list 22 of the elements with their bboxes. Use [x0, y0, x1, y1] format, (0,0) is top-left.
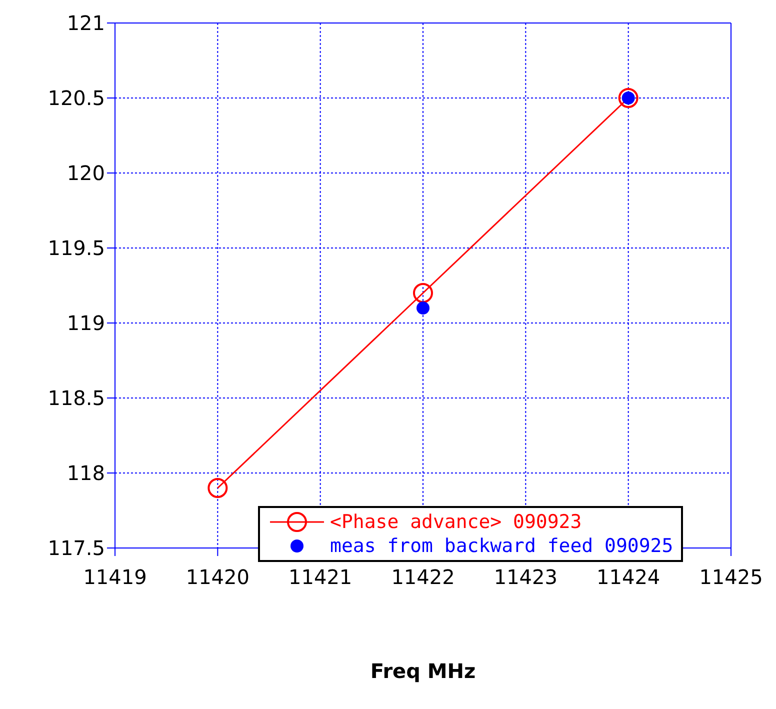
y-tick-label: 118 [66, 461, 105, 486]
point [416, 302, 430, 314]
x-tick-label: 11423 [494, 565, 558, 590]
x-tick-label: 11419 [83, 565, 147, 590]
point [208, 478, 228, 498]
y-tick-label: 119.5 [48, 236, 105, 260]
y-tick-label: 120 [66, 161, 105, 186]
x-tick-label: 11425 [699, 565, 763, 590]
y-tick-label: 118.5 [48, 386, 105, 410]
legend-label: <Phase advance> 090923 [330, 510, 582, 534]
y-tick-label: 121 [66, 11, 105, 36]
y-tick-label: 120.5 [48, 86, 105, 110]
y-tick-label: 117.5 [48, 536, 105, 560]
x-tick-label: 11420 [186, 565, 250, 590]
x-axis-title: Freq MHz [370, 659, 476, 683]
legend-label: meas from backward feed 090925 [330, 534, 674, 558]
x-tick-label: 11422 [391, 565, 455, 590]
point [618, 88, 638, 108]
y-tick-label: 119 [66, 311, 105, 336]
point [413, 283, 433, 303]
x-tick-label: 11421 [288, 565, 352, 590]
x-tick-label: 11424 [596, 565, 660, 590]
